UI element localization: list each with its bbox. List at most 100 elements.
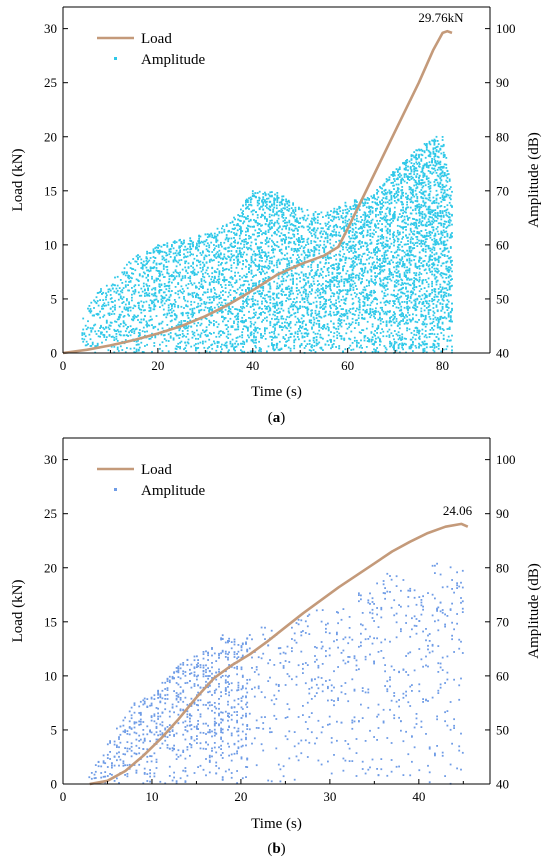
amplitude-point — [256, 269, 259, 271]
amplitude-point — [243, 343, 246, 345]
amplitude-point — [251, 233, 254, 236]
amplitude-point — [369, 210, 372, 213]
amplitude-point — [384, 289, 387, 292]
amplitude-point — [142, 285, 145, 288]
amplitude-point — [187, 338, 190, 341]
amplitude-point — [412, 176, 414, 179]
amplitude-point — [354, 206, 357, 209]
amplitude-point — [158, 283, 161, 286]
amplitude-point — [331, 230, 334, 233]
amplitude-point — [123, 334, 126, 337]
amplitude-point — [205, 318, 208, 320]
amplitude-point — [311, 327, 313, 330]
amplitude-point — [362, 213, 365, 216]
amplitude-point — [294, 305, 297, 308]
amplitude-point — [280, 238, 283, 241]
amplitude-point — [410, 212, 413, 215]
amplitude-point — [160, 245, 163, 248]
amplitude-point — [314, 273, 317, 276]
amplitude-point — [307, 243, 310, 245]
amplitude-point — [308, 339, 311, 342]
amplitude-point — [402, 264, 404, 267]
amplitude-point — [276, 192, 279, 194]
amplitude-point — [322, 328, 324, 330]
amplitude-point — [293, 347, 296, 350]
amplitude-point — [392, 261, 394, 264]
amplitude-point — [185, 325, 188, 327]
amplitude-point — [286, 297, 289, 300]
amplitude-point — [319, 240, 322, 242]
amplitude-point — [400, 241, 403, 243]
amplitude-point — [269, 322, 272, 324]
amplitude-point — [287, 242, 290, 245]
amplitude-point — [352, 262, 355, 265]
amplitude-point — [225, 341, 228, 344]
amplitude-point — [298, 244, 300, 246]
amplitude-point — [402, 219, 404, 222]
amplitude-point — [402, 320, 404, 322]
amplitude-point — [293, 335, 296, 338]
amplitude-point — [276, 197, 279, 199]
amplitude-point — [192, 296, 194, 298]
amplitude-point — [140, 311, 143, 314]
amplitude-point — [221, 315, 223, 318]
amplitude-point — [336, 272, 339, 275]
amplitude-point — [374, 272, 376, 274]
amplitude-point — [137, 331, 140, 334]
amplitude-point — [253, 225, 255, 228]
amplitude-point — [264, 260, 267, 263]
amplitude-point — [314, 217, 317, 220]
amplitude-point — [249, 305, 252, 308]
amplitude-point — [393, 241, 395, 244]
amplitude-point — [293, 224, 296, 227]
amplitude-point — [332, 295, 335, 297]
amplitude-point — [272, 249, 275, 252]
amplitude-point — [393, 206, 396, 209]
amplitude-point — [276, 316, 279, 318]
amplitude-point — [353, 237, 356, 240]
amplitude-point — [290, 269, 293, 272]
amplitude-point — [162, 314, 165, 316]
amplitude-point — [408, 283, 411, 286]
amplitude-point — [138, 346, 141, 349]
amplitude-point — [210, 232, 213, 235]
amplitude-point — [220, 297, 222, 299]
amplitude-point — [189, 251, 192, 253]
amplitude-point — [384, 201, 387, 204]
amplitude-point — [238, 286, 241, 289]
amplitude-point — [231, 313, 234, 315]
amplitude-point — [400, 226, 403, 229]
amplitude-point — [179, 324, 181, 326]
amplitude-point — [268, 282, 271, 285]
amplitude-point — [338, 317, 341, 320]
amplitude-point — [407, 277, 409, 280]
amplitude-point — [382, 265, 385, 267]
amplitude-point — [243, 321, 246, 324]
amplitude-point — [292, 224, 294, 226]
amplitude-point — [254, 229, 257, 232]
amplitude-point — [173, 277, 176, 280]
amplitude-point — [272, 293, 275, 296]
amplitude-point — [202, 250, 204, 253]
amplitude-point — [242, 253, 244, 256]
amplitude-point — [220, 309, 222, 312]
amplitude-point — [159, 289, 161, 291]
amplitude-point — [288, 241, 291, 243]
amplitude-point — [352, 207, 355, 210]
amplitude-point — [333, 207, 336, 210]
amplitude-point — [157, 247, 159, 249]
amplitude-point — [393, 289, 395, 292]
amplitude-point — [144, 309, 146, 311]
amplitude-point — [222, 304, 224, 307]
amplitude-point — [373, 261, 375, 264]
amplitude-point — [348, 232, 350, 234]
amplitude-point — [303, 256, 306, 259]
amplitude-point — [276, 201, 279, 203]
amplitude-point — [124, 274, 127, 277]
amplitude-point — [398, 314, 401, 316]
amplitude-point — [340, 290, 343, 292]
amplitude-point — [401, 287, 404, 290]
amplitude-point — [329, 242, 332, 245]
amplitude-point — [289, 326, 292, 329]
amplitude-point — [203, 302, 206, 305]
